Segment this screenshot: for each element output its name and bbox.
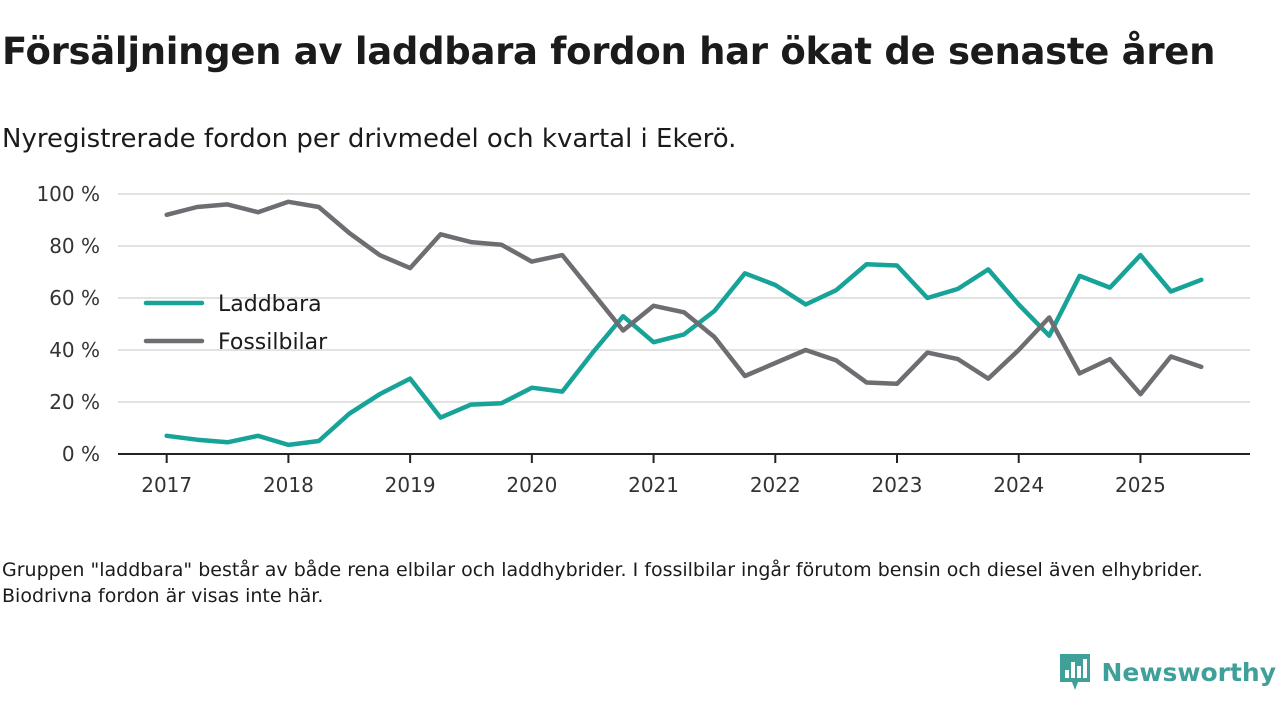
grid-lines: [118, 193, 1250, 403]
x-tick-label: 2018: [263, 473, 314, 497]
axes: 0 % 20 % 40 % 60 % 80 % 100 % 2017 2018 2019 2020…: [36, 182, 1250, 497]
legend: Laddbara Fossilbilar: [143, 292, 328, 355]
x-tick-label: 2017: [141, 473, 192, 497]
chart-title: Försäljningen av laddbara fordon har öka…: [2, 30, 1216, 73]
x-tick-label: 2023: [872, 473, 923, 497]
x-tick-label: 2025: [1115, 473, 1166, 497]
y-tick-label: 40 %: [49, 338, 100, 362]
x-tick-label: 2022: [750, 473, 801, 497]
y-tick-label: 80 %: [49, 234, 100, 258]
series-lines: [164, 199, 1204, 448]
y-tick-label: 100 %: [36, 182, 100, 206]
chart-subtitle: Nyregistrerade fordon per drivmedel och …: [2, 124, 737, 154]
legend-label-fossilbilar: Fossilbilar: [218, 330, 328, 355]
legend-label-laddbara: Laddbara: [218, 292, 322, 317]
x-tick-label: 2020: [506, 473, 557, 497]
series-line-fossilbilar: [164, 199, 1204, 397]
brand-logo: Newsworthy: [1058, 652, 1277, 692]
series-line-laddbara: [164, 252, 1204, 448]
y-tick-label: 0 %: [62, 442, 100, 466]
y-tick-label: 20 %: [49, 390, 100, 414]
footnote: Gruppen "laddbara" består av både rena e…: [2, 559, 1203, 607]
line-chart: 0 % 20 % 40 % 60 % 80 % 100 % 2017 2018 2019 2020…: [36, 182, 1250, 497]
y-tick-label: 60 %: [49, 286, 100, 310]
brand-name: Newsworthy: [1101, 657, 1277, 687]
x-tick-label: 2019: [385, 473, 436, 497]
bar-chart-bubble-icon: [1059, 654, 1090, 690]
x-tick-label: 2024: [993, 473, 1044, 497]
x-tick-label: 2021: [628, 473, 679, 497]
